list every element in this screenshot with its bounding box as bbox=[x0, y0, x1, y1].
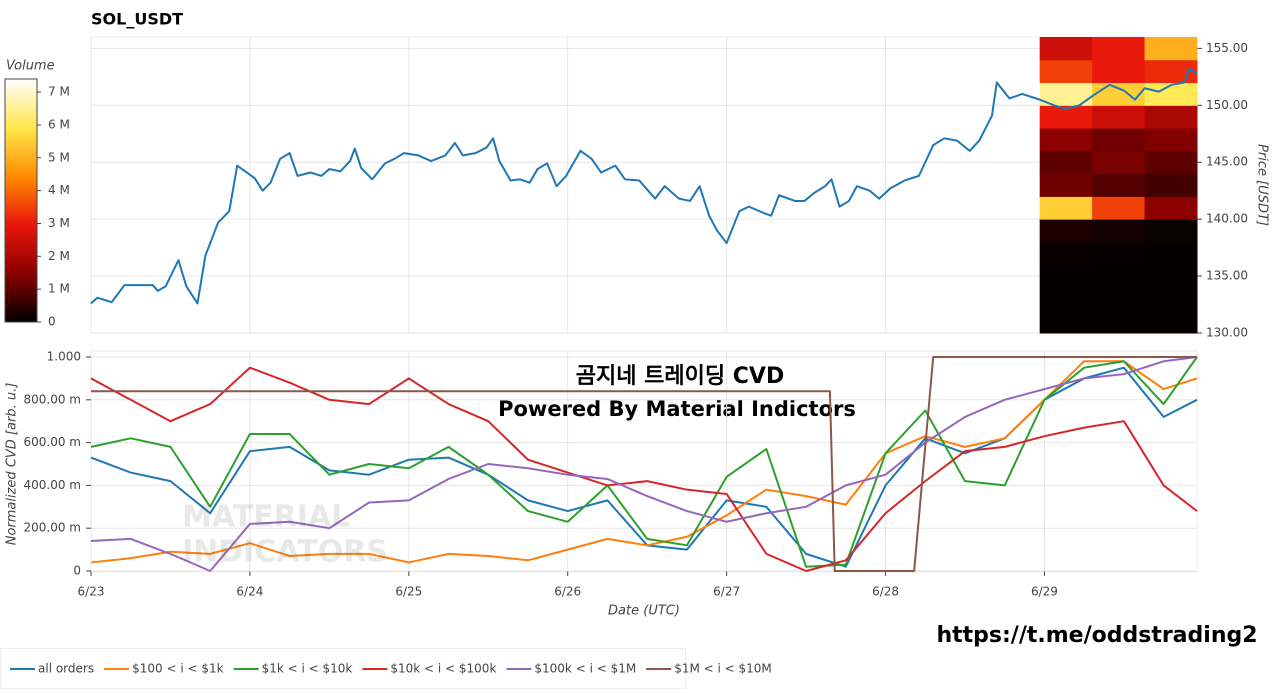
heatmap-cell bbox=[1092, 82, 1146, 106]
heatmap-cell bbox=[1144, 105, 1198, 129]
x-tick-label: 6/23 bbox=[78, 585, 105, 599]
heatmap-cell bbox=[1092, 59, 1146, 84]
heatmap-cell bbox=[1092, 287, 1146, 311]
heatmap-cell bbox=[1144, 196, 1198, 220]
watermark-text: INDICATORS bbox=[182, 535, 388, 570]
heatmap-cell bbox=[1039, 37, 1093, 61]
heatmap-cell bbox=[1092, 264, 1146, 288]
heatmap-cell bbox=[1144, 82, 1198, 106]
y-tick-label: 140.00 bbox=[1206, 212, 1248, 226]
x-tick-label: 6/29 bbox=[1031, 585, 1058, 599]
data-line bbox=[90, 67, 1198, 305]
watermark: MATERIAL INDICATORS bbox=[182, 500, 388, 570]
heatmap-cell bbox=[1092, 196, 1146, 220]
footer-link[interactable]: https://t.me/oddstrading2 bbox=[936, 623, 1257, 648]
heatmap-cell bbox=[1092, 37, 1146, 61]
heatmap-cell bbox=[1144, 287, 1198, 311]
heatmap-cell bbox=[1039, 150, 1093, 175]
heatmap-cell bbox=[1092, 150, 1146, 175]
colorbar-tick-label: 7 M bbox=[48, 85, 70, 99]
heatmap-cell bbox=[1092, 173, 1146, 197]
heatmap-cell bbox=[1039, 310, 1093, 334]
colorbar-tick-label: 4 M bbox=[48, 183, 70, 197]
heatmap-cell bbox=[1144, 37, 1198, 61]
heatmap-cell bbox=[1144, 264, 1198, 288]
watermark-text: MATERIAL bbox=[182, 500, 350, 535]
heatmap-cell bbox=[1144, 310, 1198, 334]
x-tick-label: 6/25 bbox=[395, 585, 422, 599]
colorbar-tick-label: 0 bbox=[48, 315, 56, 329]
chart-title: SOL_USDT bbox=[91, 10, 183, 29]
legend-label: $100k < i < $1M bbox=[534, 662, 636, 676]
y-tick-label: 200.00 m bbox=[24, 521, 82, 535]
heatmap-cell bbox=[1144, 241, 1198, 266]
heatmap-cell bbox=[1039, 241, 1093, 266]
y-axis-title: Normalized CVD [arb. u.] bbox=[5, 383, 20, 546]
data-line bbox=[90, 360, 1198, 564]
annotation: Powered By Material Indictors bbox=[498, 397, 856, 421]
heatmap-cell bbox=[1039, 59, 1093, 84]
data-line bbox=[90, 356, 1198, 568]
colorbar-title: Volume bbox=[6, 59, 55, 74]
y-tick-label: 130.00 bbox=[1206, 326, 1248, 340]
x-tick-label: 6/28 bbox=[872, 585, 899, 599]
colorbar-tick-label: 3 M bbox=[48, 216, 70, 230]
heatmap-cell bbox=[1092, 105, 1146, 129]
y-tick-label: 150.00 bbox=[1206, 98, 1248, 112]
heatmap-cell bbox=[1144, 128, 1198, 152]
y-axis-title: Price [USDT] bbox=[1255, 144, 1270, 226]
y-tick-label: 800.00 m bbox=[24, 392, 82, 406]
x-tick-label: 6/26 bbox=[554, 585, 581, 599]
heatmap-cell bbox=[1092, 128, 1146, 152]
heatmap-cell bbox=[1144, 150, 1198, 175]
heatmap-cell bbox=[1092, 219, 1146, 243]
heatmap-cell bbox=[1039, 196, 1093, 220]
y-tick-label: 0 bbox=[73, 564, 81, 578]
heatmap-cell bbox=[1039, 128, 1093, 152]
heatmap-cell bbox=[1144, 173, 1198, 197]
y-tick-label: 155.00 bbox=[1206, 41, 1248, 55]
y-tick-label: 135.00 bbox=[1206, 269, 1248, 283]
legend-box bbox=[0, 648, 686, 689]
heatmap-cell bbox=[1092, 241, 1146, 266]
heatmap-cell bbox=[1039, 173, 1093, 197]
heatmap-cell bbox=[1039, 287, 1093, 311]
data-line bbox=[90, 356, 1198, 572]
x-tick-label: 6/24 bbox=[236, 585, 263, 599]
colorbar-tick-label: 2 M bbox=[48, 249, 70, 263]
heatmap-cell bbox=[1039, 219, 1093, 243]
legend-label: $1k < i < $10k bbox=[262, 662, 353, 676]
y-tick-label: 600.00 m bbox=[24, 435, 82, 449]
colorbar bbox=[4, 78, 38, 323]
heatmap-cell bbox=[1039, 105, 1093, 129]
heatmap-cell bbox=[1144, 219, 1198, 243]
colorbar-tick-label: 6 M bbox=[48, 117, 70, 131]
heatmap-cell bbox=[1144, 59, 1198, 84]
x-axis-title: Date (UTC) bbox=[608, 604, 680, 619]
colorbar-tick-label: 5 M bbox=[48, 150, 70, 164]
x-tick-label: 6/27 bbox=[713, 585, 740, 599]
heatmap-cell bbox=[1039, 82, 1093, 106]
heatmap-cell bbox=[1039, 264, 1093, 288]
heatmap-cell bbox=[1092, 310, 1146, 334]
data-line bbox=[91, 356, 1197, 572]
y-tick-label: 1.000 bbox=[47, 350, 81, 364]
legend-label: $100 < i < $1k bbox=[132, 662, 224, 676]
y-tick-label: 145.00 bbox=[1206, 155, 1248, 169]
annotation: 곰지네 트레이딩 CVD bbox=[576, 364, 784, 389]
y-tick-label: 400.00 m bbox=[24, 478, 82, 492]
legend-label: $10k < i < $100k bbox=[390, 662, 496, 676]
legend-label: $1M < i < $10M bbox=[674, 662, 772, 676]
data-line bbox=[90, 366, 1198, 572]
colorbar-tick-label: 1 M bbox=[48, 282, 70, 296]
legend-label: all orders bbox=[38, 662, 94, 676]
